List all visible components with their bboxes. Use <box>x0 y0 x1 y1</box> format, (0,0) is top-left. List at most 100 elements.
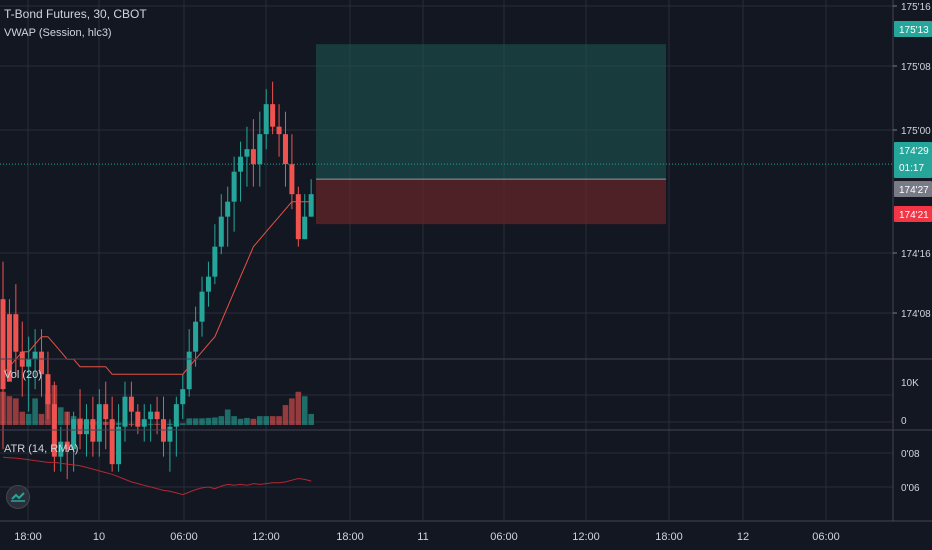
candle <box>128 381 134 427</box>
pane-separators[interactable] <box>0 0 932 522</box>
candle-body <box>45 374 51 405</box>
candle-body <box>282 134 288 165</box>
volume-axis-label: 0 <box>901 416 907 427</box>
time-axis-label: 18:00 <box>14 531 42 543</box>
volume-bar <box>19 411 26 425</box>
candle-body <box>218 216 224 247</box>
candle-body <box>193 321 199 352</box>
time-axis-label: 06:00 <box>490 531 518 543</box>
volume-bar <box>51 385 58 425</box>
candle <box>295 186 301 247</box>
target-price-badge-bg <box>894 21 932 37</box>
candle <box>250 119 256 187</box>
candle <box>289 134 295 210</box>
candle <box>231 156 237 232</box>
candle <box>148 404 154 442</box>
candle-body <box>263 104 269 135</box>
volume-bar <box>192 418 199 425</box>
candle-body <box>186 351 192 390</box>
volume-bar <box>128 423 135 425</box>
volume-bar <box>295 391 302 425</box>
price-axis[interactable]: 175'16 175'08 175'00 174'16 174'08 10K 0 0'08 0'… <box>893 2 932 494</box>
volume-bar <box>167 423 173 425</box>
volume-bar <box>13 398 19 425</box>
candle-body <box>154 411 160 420</box>
volume-legend[interactable]: Vol (20) <box>4 369 42 381</box>
candle <box>141 404 147 442</box>
candle-body <box>167 426 173 442</box>
candle-body <box>39 351 45 375</box>
vwap-legend[interactable]: VWAP (Session, hlc3) <box>4 27 112 39</box>
entry-price-badge-text: 174'27 <box>899 185 929 196</box>
candle <box>302 194 308 240</box>
atr-line <box>2 456 312 496</box>
volume-bar <box>77 418 83 425</box>
time-axis[interactable]: 18:00 10 06:00 12:00 18:00 11 06:00 12:00 18:00 1… <box>14 531 840 543</box>
candle <box>282 111 288 187</box>
candle <box>205 261 211 307</box>
volume-bar <box>308 413 314 425</box>
candle-body <box>32 351 38 360</box>
target-price-badge[interactable]: 175'13 <box>894 21 932 37</box>
long-position-stop-zone[interactable] <box>316 179 666 225</box>
volume-bar <box>147 423 154 425</box>
candle-body <box>148 411 154 420</box>
time-axis-label: 11 <box>417 531 428 543</box>
candle <box>154 396 160 435</box>
time-axis-label: 18:00 <box>655 531 683 543</box>
volume-bar <box>282 405 289 425</box>
volume-axis-label: 10K <box>901 378 919 389</box>
candle-body <box>141 419 147 427</box>
volume-bar <box>25 413 32 425</box>
volume-bar <box>154 423 160 425</box>
volume-bar <box>250 418 257 425</box>
candle <box>116 404 122 472</box>
volume-bar <box>135 423 141 425</box>
candle-body <box>244 149 250 157</box>
candle-body <box>276 126 282 135</box>
candle-body <box>238 156 244 172</box>
volume-bar <box>32 398 38 425</box>
atr-legend[interactable]: ATR (14, RMA) <box>4 443 79 455</box>
stop-price-badge-bg <box>894 206 932 222</box>
entry-price-badge[interactable]: 174'27 <box>894 181 932 197</box>
last-price-badge[interactable]: 174'29 01:17 <box>894 142 932 178</box>
volume-bar <box>212 417 218 425</box>
candle-body <box>270 104 276 127</box>
candle-body <box>71 419 77 450</box>
volume-bar <box>83 421 90 425</box>
last-price-badge-text: 174'29 <box>899 146 929 157</box>
volume-bar <box>6 396 13 425</box>
candle-body <box>295 194 301 240</box>
candle-body <box>173 404 179 427</box>
volume-bar <box>289 398 295 425</box>
last-price-badge-bg <box>894 142 932 178</box>
candle-body <box>6 314 12 382</box>
time-axis-label: 12:00 <box>572 531 600 543</box>
price-tick-label: 175'00 <box>901 126 931 137</box>
time-axis-label: 12 <box>737 531 749 543</box>
volume-bar <box>141 423 148 425</box>
tradingview-logo-icon[interactable] <box>6 485 30 509</box>
time-axis-label: 10 <box>93 531 105 543</box>
volume-series <box>0 385 314 425</box>
candle <box>218 194 224 255</box>
candle-body <box>225 201 231 217</box>
volume-bar <box>237 418 244 425</box>
volume-bar <box>301 396 308 425</box>
candle-body <box>302 216 308 240</box>
candle-body <box>0 299 6 390</box>
candle <box>180 374 186 420</box>
target-price-badge-text: 175'13 <box>899 25 929 36</box>
symbol-title[interactable]: T-Bond Futures, 30, CBOT <box>4 7 147 21</box>
volume-bar <box>257 416 263 425</box>
candle <box>122 381 128 442</box>
volume-bar <box>269 416 276 425</box>
volume-bar <box>45 394 51 425</box>
long-position-profit-zone[interactable] <box>316 44 666 180</box>
stop-price-badge[interactable]: 174'21 <box>894 206 932 222</box>
volume-bar <box>263 416 270 425</box>
candle <box>103 381 109 450</box>
volume-bar <box>0 391 6 425</box>
